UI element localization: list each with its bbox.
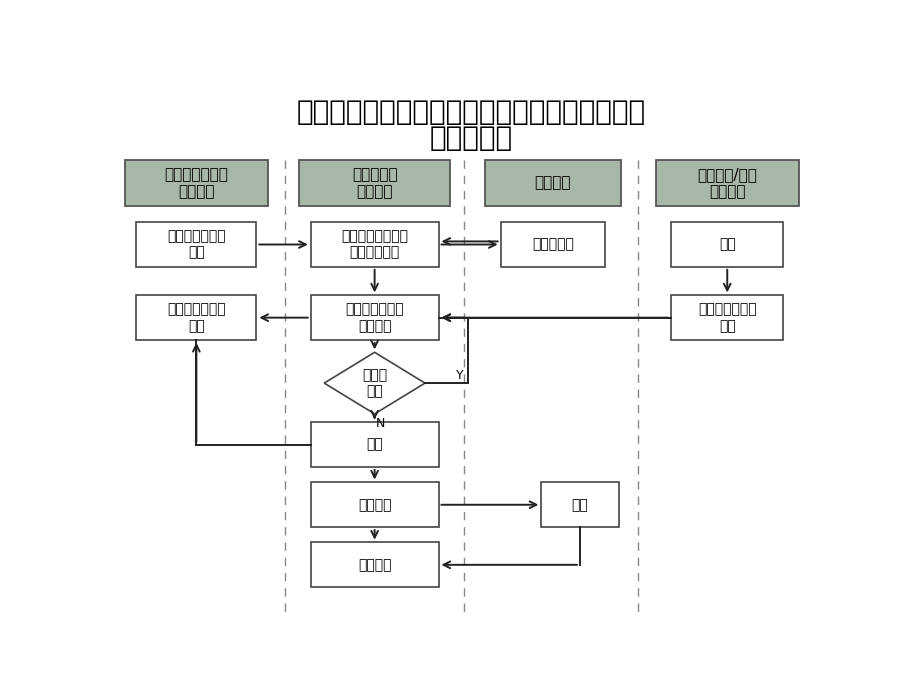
Text: 总结经验、上报
情况: 总结经验、上报 情况 — [167, 302, 225, 333]
Text: 执行: 执行 — [718, 237, 735, 251]
Text: 地市党委/总支
机关支部: 地市党委/总支 机关支部 — [697, 167, 756, 199]
Bar — [136, 222, 256, 267]
Bar — [484, 160, 620, 206]
Text: 审定、签发: 审定、签发 — [531, 237, 573, 251]
Text: 制定规划、实施细
则和考核办法: 制定规划、实施细 则和考核办法 — [341, 229, 408, 259]
Text: 汇总: 汇总 — [366, 437, 382, 452]
Bar — [311, 222, 438, 267]
Text: 集团或地方政府
对口部门: 集团或地方政府 对口部门 — [165, 167, 228, 199]
Bar — [670, 295, 783, 340]
Text: Y: Y — [456, 369, 463, 382]
Text: 作等类似）: 作等类似） — [429, 124, 513, 152]
Polygon shape — [323, 353, 425, 414]
Bar — [299, 160, 449, 206]
Text: 总结经验、上报
情况: 总结经验、上报 情况 — [698, 302, 755, 333]
Text: 是否有
检查: 是否有 检查 — [362, 368, 387, 398]
Text: N: N — [376, 417, 385, 430]
Text: 党组工作部精神文明单位建设流程（思想政治工: 党组工作部精神文明单位建设流程（思想政治工 — [297, 98, 645, 126]
Text: 党组工作部
纪检监察: 党组工作部 纪检监察 — [351, 167, 397, 199]
Bar — [311, 482, 438, 527]
Bar — [670, 222, 783, 267]
Bar — [125, 160, 267, 206]
Text: 发文表彰: 发文表彰 — [357, 558, 391, 572]
Bar — [311, 542, 438, 587]
Text: 组织评比: 组织评比 — [357, 497, 391, 512]
Text: 检查、指导、核
实、考核: 检查、指导、核 实、考核 — [345, 302, 403, 333]
Bar — [655, 160, 798, 206]
Text: 发出通知和相关
制度: 发出通知和相关 制度 — [167, 229, 225, 259]
Text: 公司领导: 公司领导 — [534, 175, 571, 190]
Text: 审定: 审定 — [571, 497, 588, 512]
Bar — [500, 222, 605, 267]
Bar — [311, 422, 438, 467]
Bar — [311, 295, 438, 340]
Bar — [540, 482, 618, 527]
Bar — [136, 295, 256, 340]
